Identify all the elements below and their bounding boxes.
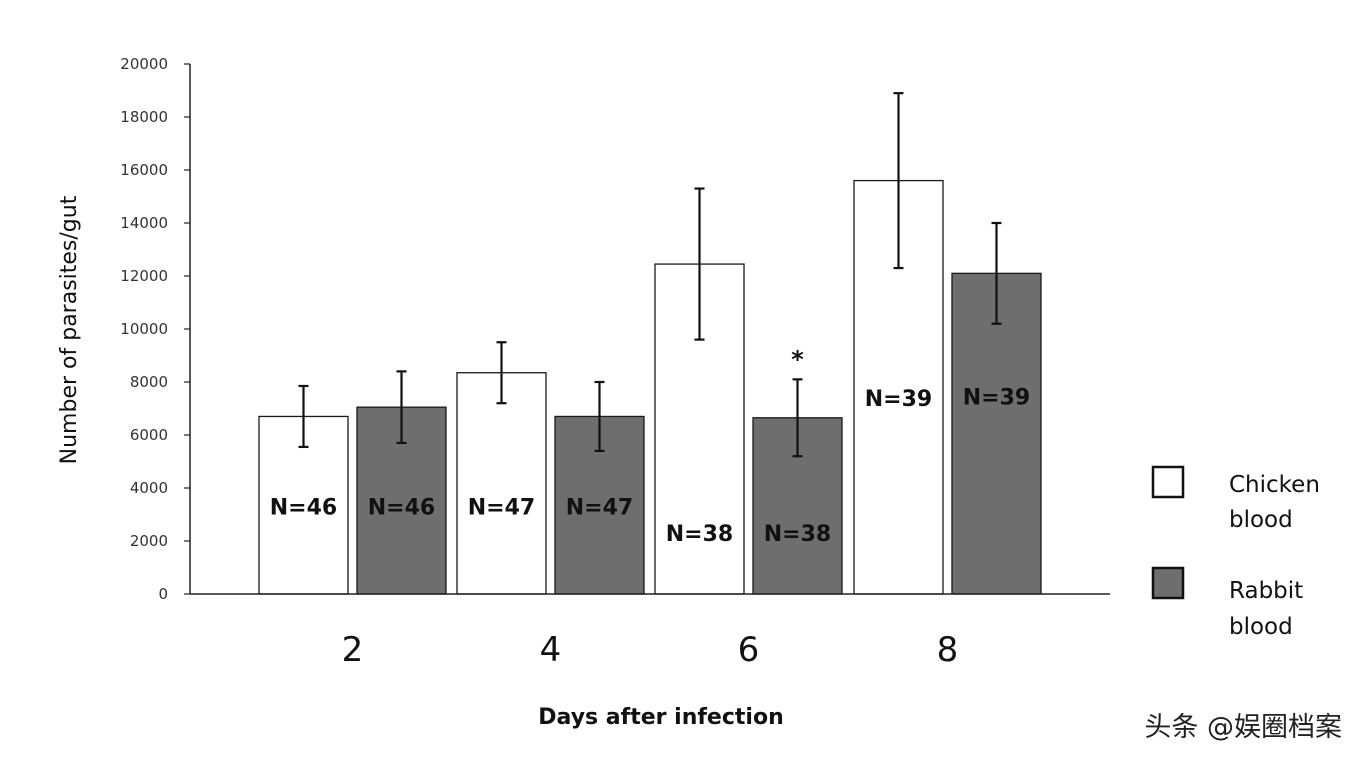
bar-rabbit-day-8 [951, 272, 1042, 595]
n-label: N=39 [963, 386, 1030, 411]
y-tick-label: 0 [158, 585, 168, 603]
legend-swatch-chicken [1151, 465, 1185, 499]
y-tick-label: 8000 [130, 373, 168, 391]
legend: Chicken blood Rabbit blood [1151, 465, 1320, 640]
y-tick-label: 4000 [130, 479, 168, 497]
y-tick-label: 16000 [120, 161, 168, 179]
legend-swatch-rabbit [1151, 566, 1185, 600]
n-label: N=46 [270, 496, 337, 521]
y-tick-label: 18000 [120, 108, 168, 126]
n-label: N=39 [865, 387, 932, 412]
x-tick-label: 6 [738, 630, 760, 670]
x-tick-label: 8 [937, 630, 959, 670]
bar-chicken-day-4 [456, 372, 547, 595]
x-tick-label: 4 [540, 630, 562, 670]
y-axis: 0 2000 4000 6000 8000 10000 12000 14000 16000 180… [120, 55, 191, 603]
n-label: N=38 [666, 522, 733, 547]
y-axis-title: Number of parasites/gut [57, 195, 82, 464]
n-label: N=47 [566, 496, 633, 521]
x-tick-label: 2 [342, 630, 364, 670]
y-tick-label: 2000 [130, 532, 168, 550]
n-label: N=46 [368, 496, 435, 521]
legend-label-chicken-line1: Chicken [1229, 472, 1320, 498]
significance-marker: * [791, 345, 804, 373]
y-tick-label: 10000 [120, 320, 168, 338]
y-tick-label: 20000 [120, 55, 168, 73]
y-tick-label: 6000 [130, 426, 168, 444]
legend-label-chicken-line2: blood [1229, 507, 1293, 533]
y-tick-label: 12000 [120, 267, 168, 285]
bars: N=46 N=46 N=47 N=47 N=38 N=38 * N=39 N=39 [258, 92, 1042, 595]
legend-label-rabbit-line1: Rabbit [1229, 578, 1303, 604]
n-label: N=47 [468, 496, 535, 521]
x-axis-title: Days after infection [538, 705, 783, 730]
n-label: N=38 [764, 522, 831, 547]
y-tick-label: 14000 [120, 214, 168, 232]
legend-label-rabbit-line2: blood [1229, 614, 1293, 640]
x-axis: 2 4 6 8 [190, 593, 1110, 670]
watermark: 头条 @娱圈档案 [1144, 712, 1342, 743]
